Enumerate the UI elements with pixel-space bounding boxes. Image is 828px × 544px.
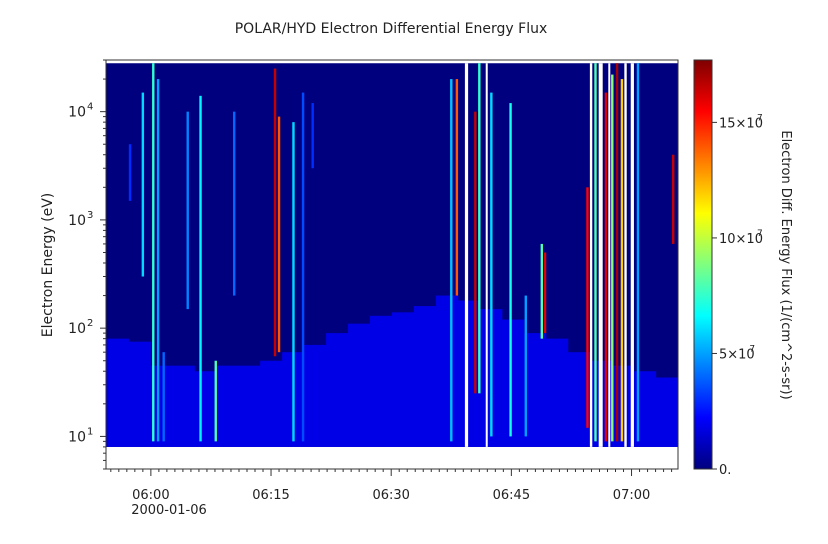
data-gap: [598, 63, 603, 447]
low-energy-band-segment: [392, 312, 415, 447]
colorbar-tick-exponent: 7: [749, 344, 755, 354]
low-energy-band-segment: [348, 323, 371, 447]
colorbar-tick-label: 15×10: [719, 116, 763, 131]
colorbar-label: Electron Diff. Energy Flux (1/(cm^2-s-sr…: [778, 130, 793, 399]
flux-spike: [156, 79, 160, 442]
flux-spike: [162, 352, 165, 442]
flux-spike: [311, 103, 314, 169]
x-tick-label: 06:00: [132, 488, 169, 503]
x-axis: 06:00 06:15 06:30 06:45 07:00: [110, 469, 673, 503]
flux-spike: [509, 103, 512, 437]
low-energy-band-segment: [655, 377, 679, 447]
flux-spike: [273, 68, 277, 357]
colorbar-tick-exponent: 7: [757, 229, 763, 239]
low-energy-band-segment: [260, 360, 283, 447]
data-gap: [630, 63, 634, 447]
data-gap: [464, 63, 469, 447]
low-energy-band-segment: [128, 341, 151, 447]
flux-spike: [620, 79, 624, 442]
colorbar-scale: [693, 59, 713, 470]
low-energy-band-segment: [435, 295, 459, 447]
y-tick-exponent: 1: [87, 426, 93, 437]
flux-spike: [141, 92, 145, 277]
colorbar-tick-exponent: 7: [757, 113, 763, 123]
chart-title: POLAR/HYD Electron Differential Energy F…: [235, 21, 548, 37]
flux-spike: [199, 95, 202, 442]
low-energy-band-segment: [304, 344, 327, 447]
flux-spike: [474, 111, 477, 394]
flux-spike: [490, 92, 493, 437]
data-gap: [485, 63, 488, 447]
low-energy-band-segment: [633, 371, 657, 447]
colorbar-tick-label: 5×10: [719, 347, 755, 362]
low-energy-band-segment: [567, 352, 591, 447]
y-tick-label: 10: [68, 213, 86, 229]
flux-spike: [152, 63, 155, 442]
x-tick-label: 06:15: [252, 488, 289, 503]
low-energy-band-segment: [370, 315, 393, 447]
x-tick-label: 06:30: [372, 488, 409, 503]
flux-spike: [540, 243, 544, 339]
flux-spike: [186, 111, 189, 310]
flux-spike: [232, 111, 236, 296]
flux-spike: [214, 360, 217, 442]
low-energy-band-segment: [194, 371, 217, 447]
low-energy-band-segment: [457, 300, 481, 447]
x-date-label: 2000-01-06: [131, 503, 207, 518]
data-gap: [608, 63, 611, 447]
flux-spike: [594, 63, 597, 442]
plot-frame: [105, 59, 679, 470]
y-tick-exponent: 4: [87, 102, 93, 113]
spectrogram-plot-area: [106, 63, 679, 447]
y-tick-label: 10: [68, 429, 86, 445]
low-energy-band-segment: [501, 319, 525, 447]
colorbar-tick-label: 10×10: [719, 232, 763, 247]
flux-spike: [615, 63, 619, 442]
low-energy-band-segment: [413, 306, 437, 447]
flux-spike: [586, 187, 589, 428]
low-energy-band-segment: [216, 365, 239, 447]
y-tick-exponent: 3: [87, 210, 93, 221]
low-energy-band-segment: [238, 365, 261, 447]
low-energy-band-segment: [172, 365, 195, 447]
flux-spike: [543, 252, 547, 334]
flux-spike: [277, 116, 281, 353]
flux-spike: [455, 79, 459, 296]
flux-spike: [301, 92, 305, 442]
flux-spike: [611, 74, 614, 442]
low-energy-band-segment: [326, 333, 349, 447]
y-axis-label: Electron Energy (eV): [40, 193, 56, 337]
flux-spike: [292, 122, 295, 442]
flux-spike: [478, 63, 481, 394]
y-tick-exponent: 2: [87, 318, 93, 329]
x-tick-label: 07:00: [613, 488, 650, 503]
flux-spike: [636, 63, 640, 442]
low-energy-band-segment: [106, 338, 129, 447]
flux-spike: [604, 92, 608, 442]
data-gap: [624, 63, 627, 447]
flux-spike: [671, 154, 675, 244]
flux-spike: [128, 144, 132, 201]
y-tick-label: 10: [68, 321, 86, 337]
data-gap: [589, 63, 593, 447]
low-energy-band-segment: [150, 365, 173, 447]
y-tick-label: 10: [68, 105, 86, 121]
colorbar-tick-label: 0.: [719, 463, 731, 478]
low-energy-band-segment: [545, 338, 569, 447]
x-tick-label: 06:45: [493, 488, 530, 503]
flux-spike: [524, 295, 527, 437]
low-energy-band-segment: [523, 333, 547, 447]
flux-spike: [450, 79, 453, 442]
